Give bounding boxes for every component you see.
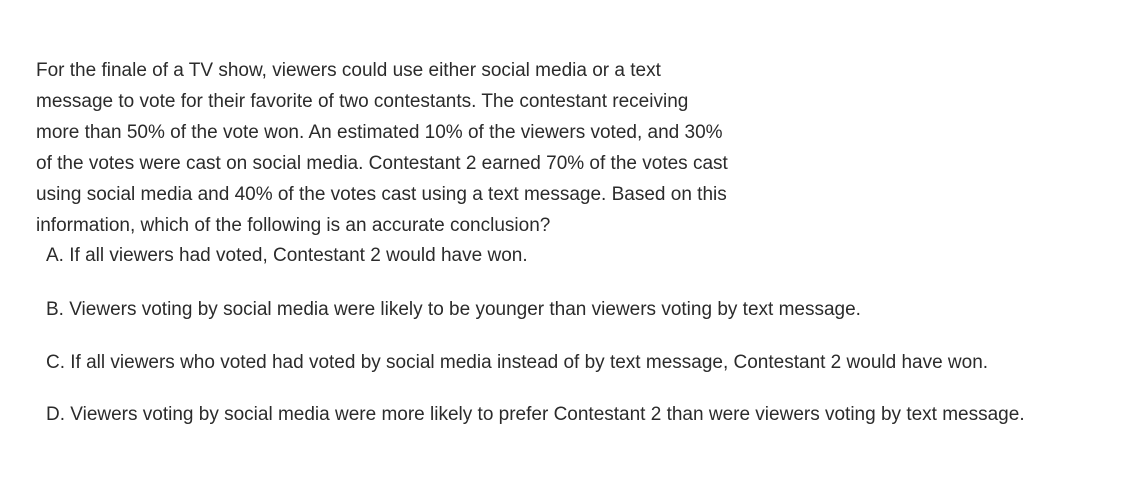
answer-choice-d[interactable]: D. Viewers voting by social media were m…: [46, 404, 1025, 425]
answer-choice-c[interactable]: C. If all viewers who voted had voted by…: [46, 352, 989, 373]
question-container: For the finale of a TV show, viewers cou…: [36, 55, 1126, 425]
question-stem-line: more than 50% of the vote won. An estima…: [36, 122, 723, 143]
answer-choice-a[interactable]: A. If all viewers had voted, Contestant …: [46, 245, 528, 266]
answer-choice-b[interactable]: B. Viewers voting by social media were l…: [46, 299, 861, 320]
question-stem-line: of the votes were cast on social media. …: [36, 153, 728, 174]
question-stem: For the finale of a TV show, viewers cou…: [36, 55, 1126, 241]
question-stem-line: information, which of the following is a…: [36, 215, 551, 236]
question-stem-line: For the finale of a TV show, viewers cou…: [36, 60, 661, 81]
question-stem-line: using social media and 40% of the votes …: [36, 184, 727, 205]
question-stem-line: message to vote for their favorite of tw…: [36, 91, 689, 112]
